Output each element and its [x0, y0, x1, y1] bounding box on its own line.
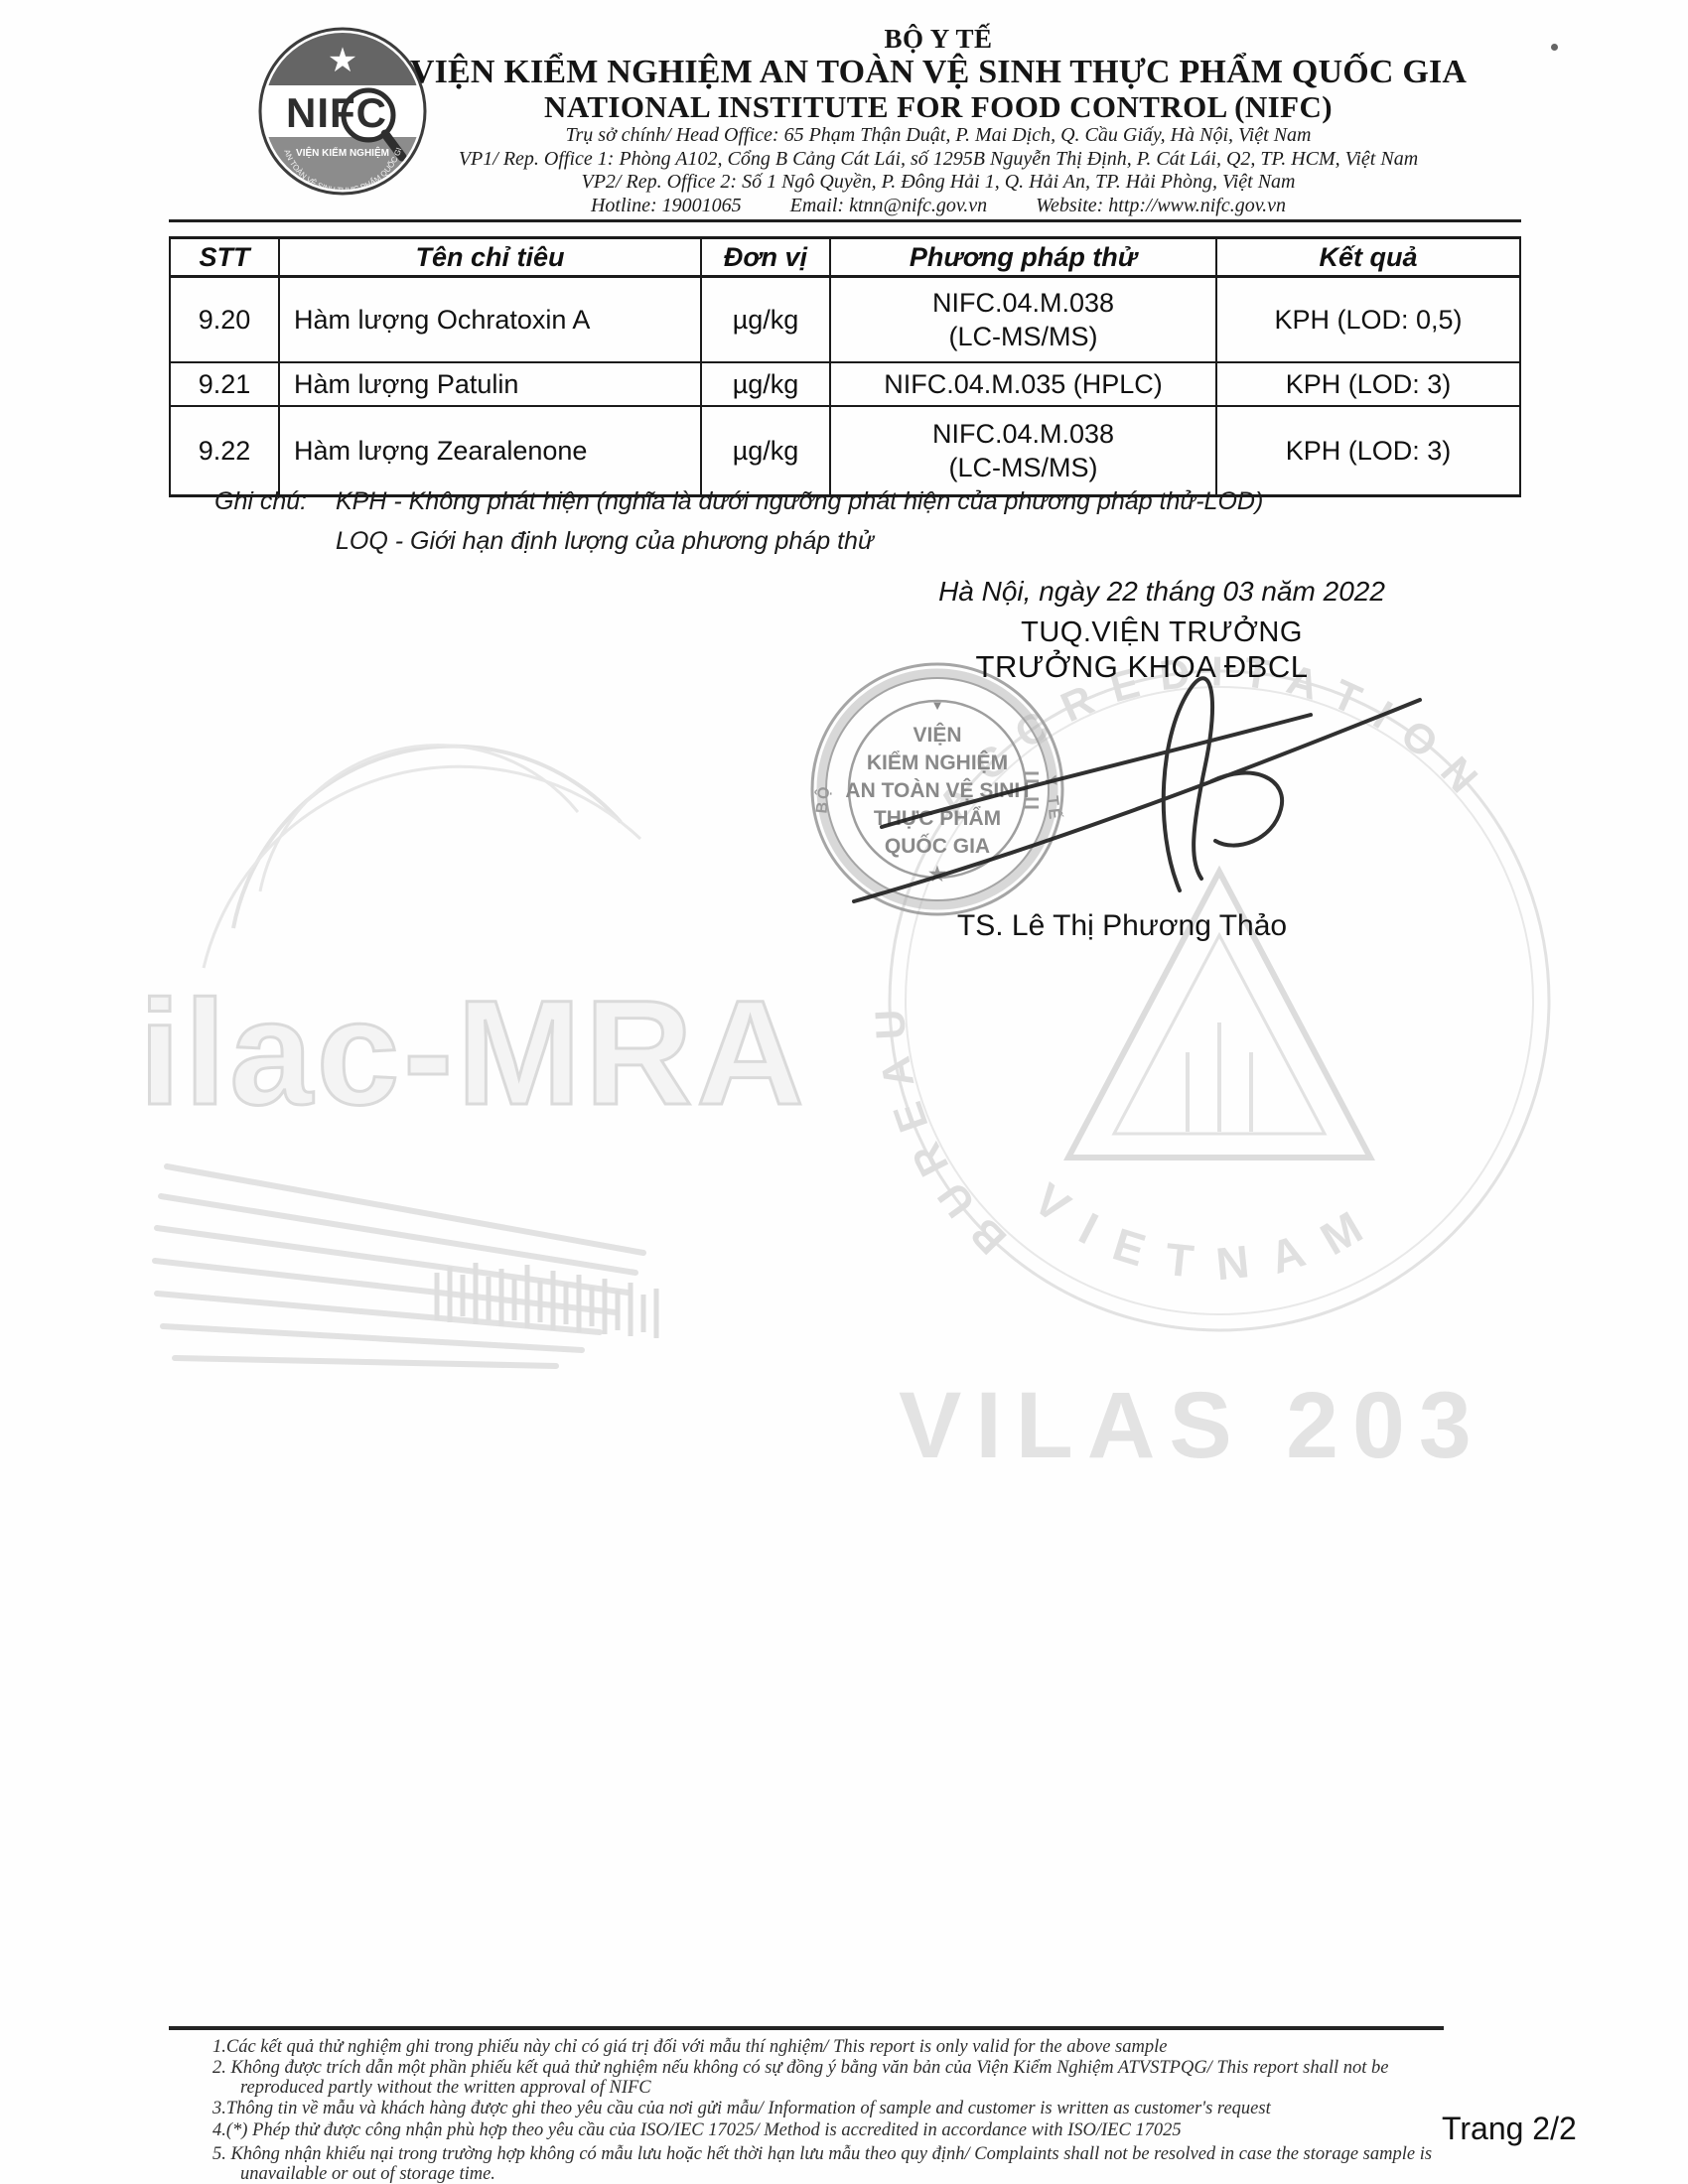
cell-stt: 9.22 — [169, 405, 280, 497]
footer-note: 2. Không được trích dẫn một phần phiếu k… — [212, 2057, 1389, 2099]
signer-name: TS. Lê Thị Phương Thảo — [956, 909, 1288, 942]
watermark-arc-bottom-text: VIETNAM — [1025, 1172, 1367, 1290]
table-row: 9.22 Hàm lượng Zearalenone µg/kg NIFC.04… — [169, 405, 1521, 497]
note-loq: LOQ - Giới hạn định lượng của phương phá… — [336, 527, 874, 555]
cell-method: NIFC.04.M.038 (LC-MS/MS) — [829, 405, 1217, 497]
cell-unit: µg/kg — [700, 275, 831, 363]
table-row: 9.21 Hàm lượng Patulin µg/kg NIFC.04.M.0… — [169, 361, 1521, 407]
col-header-stt: STT — [169, 236, 280, 278]
svg-text:VIETNAM: VIETNAM — [1025, 1172, 1393, 1290]
letterhead: BỘ Y TẾ VIỆN KIỂM NGHIỆM AN TOÀN VỆ SINH… — [293, 24, 1584, 217]
email: Email: ktnn@nifc.gov.vn — [789, 194, 988, 216]
method-line-2: (LC-MS/MS) — [948, 322, 1098, 351]
website: Website: http://www.nifc.gov.vn — [1036, 194, 1286, 216]
method-line-1: NIFC.04.M.035 (HPLC) — [884, 369, 1163, 399]
rep-office-1-address: VP1/ Rep. Office 1: Phòng A102, Cổng B C… — [458, 147, 1419, 170]
cell-stt: 9.20 — [169, 275, 280, 363]
cell-method: NIFC.04.M.038 (LC-MS/MS) — [829, 275, 1217, 363]
cell-result: KPH (LOD: 3) — [1215, 405, 1521, 497]
institute-name-vi: VIỆN KIỂM NGHIỆM AN TOÀN VỆ SINH THỰC PH… — [409, 54, 1468, 90]
signer-title-1: TUQ.VIỆN TRƯỞNG — [1021, 616, 1303, 648]
col-header-method: Phương pháp thử — [829, 236, 1217, 278]
ilac-mra-text: ilac-MRA — [139, 969, 808, 1136]
col-header-criterion: Tên chỉ tiêu — [278, 236, 702, 278]
signer-title-2: TRƯỞNG KHOA ĐBCL — [975, 649, 1309, 684]
logo-acronym: NIFC — [286, 89, 387, 136]
svg-text:BUREAU: BUREAU — [865, 993, 1015, 1264]
cell-result: KPH (LOD: 3) — [1215, 361, 1521, 407]
notes-block: Ghi chú: KPH - Không phát hiện (nghĩa là… — [214, 487, 1263, 556]
method-line-1: NIFC.04.M.038 — [931, 288, 1115, 318]
footer-note: 3.Thông tin về mẫu và khách hàng được gh… — [212, 2098, 1271, 2118]
head-office-address: Trụ sở chính/ Head Office: 65 Phạm Thận … — [565, 124, 1312, 146]
note-kph: KPH - Không phát hiện (nghĩa là dưới ngư… — [336, 487, 1264, 515]
page-number: Trang 2/2 — [1442, 2111, 1577, 2146]
date-place-line: Hà Nội, ngày 22 tháng 03 năm 2022 — [938, 576, 1385, 607]
logo-subtitle: VIỆN KIỂM NGHIỆM — [296, 146, 389, 159]
cell-criterion: Hàm lượng Ochratoxin A — [278, 275, 702, 363]
cell-unit: µg/kg — [700, 405, 831, 497]
contact-line: Hotline: 19001065 Email: ktnn@nifc.gov.v… — [293, 195, 1584, 218]
vilas-watermark-text: VILAS 203 — [899, 1373, 1485, 1478]
scan-artifact-dot — [1551, 44, 1558, 51]
footer-note: 5. Không nhận khiếu nại trong trường hợp… — [212, 2143, 1433, 2184]
watermark-arc-left-text: BUREAU — [865, 993, 999, 1264]
table-header-row: STT Tên chỉ tiêu Đơn vị Phương pháp thử … — [169, 236, 1521, 278]
ilac-mra-watermark: ilac-MRA — [138, 744, 808, 1369]
cell-result: KPH (LOD: 0,5) — [1215, 275, 1521, 363]
method-line-1: NIFC.04.M.038 — [931, 419, 1115, 449]
footer-legal-notes: 1.Các kết quả thử nghiệm ghi trong phiếu… — [212, 2037, 1454, 2184]
cell-method: NIFC.04.M.035 (HPLC) — [829, 361, 1217, 407]
hotline: Hotline: 19001065 — [590, 194, 742, 216]
method-line-2: (LC-MS/MS) — [948, 453, 1098, 482]
cell-criterion: Hàm lượng Zearalenone — [278, 405, 702, 497]
col-header-result: Kết quả — [1215, 236, 1521, 278]
header-divider — [169, 219, 1521, 222]
cell-criterion: Hàm lượng Patulin — [278, 361, 702, 407]
cell-unit: µg/kg — [700, 361, 831, 407]
institute-name-en: NATIONAL INSTITUTE FOR FOOD CONTROL (NIF… — [544, 89, 1333, 124]
stamp-left-text: BỘ — [812, 783, 834, 815]
results-table: STT Tên chỉ tiêu Đơn vị Phương pháp thử … — [169, 236, 1521, 497]
table-row: 9.20 Hàm lượng Ochratoxin A µg/kg NIFC.0… — [169, 275, 1521, 363]
rep-office-2-address: VP2/ Rep. Office 2: Số 1 Ngô Quyền, P. Đ… — [581, 171, 1296, 193]
cell-stt: 9.21 — [169, 361, 280, 407]
nifc-logo: ★ NIFC VIỆN KIỂM NGHIỆM AN TOÀN VỆ SINH … — [258, 27, 427, 196]
ministry-name: BỘ Y TẾ — [884, 24, 993, 54]
logo-star-icon: ★ — [328, 42, 357, 79]
footer-note: 4.(*) Phép thử được công nhận phù hợp th… — [212, 2120, 1182, 2140]
footer-note: 1.Các kết quả thử nghiệm ghi trong phiếu… — [212, 2037, 1168, 2057]
col-header-unit: Đơn vị — [700, 236, 831, 278]
footer-divider — [169, 2026, 1444, 2030]
notes-label: Ghi chú: — [214, 487, 308, 515]
